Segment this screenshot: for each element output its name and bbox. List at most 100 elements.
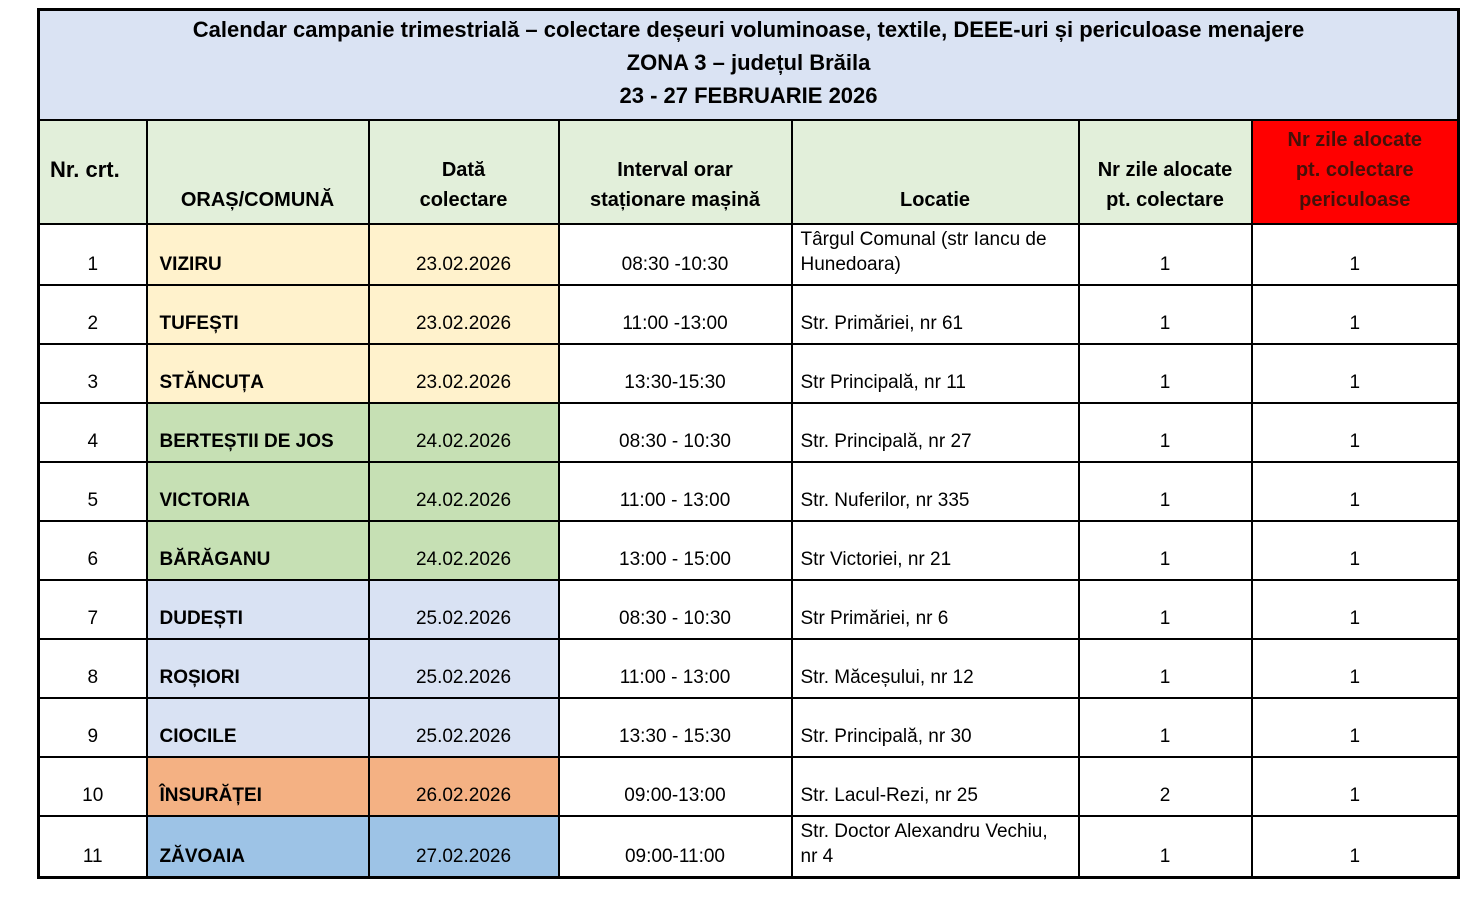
- cell-interval-orar: 09:00-11:00: [557, 815, 793, 879]
- column-header-interval-orar: Interval orar staționare mașină: [557, 119, 793, 225]
- cell-locatie: Târgul Comunal (str Iancu de Hunedoara): [790, 223, 1080, 286]
- cell-nr-zile-colectare: 1: [1077, 697, 1253, 758]
- cell-nr-zile-colectare: 1: [1077, 520, 1253, 581]
- cell-oras-comuna: BĂRĂGANU: [145, 520, 370, 581]
- cell-nr-zile-periculoase: 1: [1250, 520, 1460, 581]
- cell-nr-zile-periculoase: 1: [1250, 284, 1460, 345]
- column-header-nr-zile-periculoase: Nr zile alocate pt. colectare periculoas…: [1250, 119, 1460, 225]
- table-row: 9 CIOCILE 25.02.2026 13:30 - 15:30 Str. …: [37, 697, 1460, 758]
- cell-nr-crt: 5: [37, 461, 148, 522]
- cell-locatie: Str Victoriei, nr 21: [790, 520, 1080, 581]
- cell-locatie: Str Primăriei, nr 6: [790, 579, 1080, 640]
- cell-oras-comuna: TUFEȘTI: [145, 284, 370, 345]
- cell-nr-zile-periculoase: 1: [1250, 815, 1460, 879]
- page-title: Calendar campanie trimestrială – colecta…: [37, 8, 1460, 121]
- cell-data-colectare: 25.02.2026: [367, 638, 560, 699]
- cell-nr-zile-colectare: 1: [1077, 461, 1253, 522]
- cell-locatie: Str. Lacul-Rezi, nr 25: [790, 756, 1080, 817]
- cell-interval-orar: 11:00 -13:00: [557, 284, 793, 345]
- cell-nr-zile-colectare: 1: [1077, 579, 1253, 640]
- column-header-nr-zile-colectare: Nr zile alocate pt. colectare: [1077, 119, 1253, 225]
- cell-nr-crt: 3: [37, 343, 148, 404]
- title-row: Calendar campanie trimestrială – colecta…: [37, 8, 1460, 121]
- table-row: 10 ÎNSURĂȚEI 26.02.2026 09:00-13:00 Str.…: [37, 756, 1460, 817]
- cell-oras-comuna: VICTORIA: [145, 461, 370, 522]
- cell-nr-zile-colectare: 2: [1077, 756, 1253, 817]
- cell-nr-crt: 9: [37, 697, 148, 758]
- cell-data-colectare: 24.02.2026: [367, 520, 560, 581]
- table-row: 5 VICTORIA 24.02.2026 11:00 - 13:00 Str.…: [37, 461, 1460, 522]
- cell-data-colectare: 25.02.2026: [367, 579, 560, 640]
- cell-locatie: Str. Principală, nr 30: [790, 697, 1080, 758]
- cell-data-colectare: 26.02.2026: [367, 756, 560, 817]
- cell-nr-zile-periculoase: 1: [1250, 638, 1460, 699]
- cell-locatie: Str. Nuferilor, nr 335: [790, 461, 1080, 522]
- cell-nr-zile-periculoase: 1: [1250, 579, 1460, 640]
- cell-nr-crt: 8: [37, 638, 148, 699]
- cell-oras-comuna: CIOCILE: [145, 697, 370, 758]
- cell-locatie: Str. Doctor Alexandru Vechiu, nr 4: [790, 815, 1080, 879]
- column-header-nr-crt: Nr. crt.: [37, 119, 148, 225]
- cell-oras-comuna: BERTEȘTII DE JOS: [145, 402, 370, 463]
- cell-nr-crt: 6: [37, 520, 148, 581]
- cell-oras-comuna: STĂNCUȚA: [145, 343, 370, 404]
- cell-nr-crt: 10: [37, 756, 148, 817]
- cell-data-colectare: 23.02.2026: [367, 223, 560, 286]
- cell-locatie: Str. Primăriei, nr 61: [790, 284, 1080, 345]
- table-body: 1 VIZIRU 23.02.2026 08:30 -10:30 Târgul …: [37, 223, 1460, 879]
- table-row: 3 STĂNCUȚA 23.02.2026 13:30-15:30 Str Pr…: [37, 343, 1460, 404]
- cell-interval-orar: 08:30 - 10:30: [557, 579, 793, 640]
- cell-locatie: Str. Principală, nr 27: [790, 402, 1080, 463]
- cell-data-colectare: 27.02.2026: [367, 815, 560, 879]
- table-row: 2 TUFEȘTI 23.02.2026 11:00 -13:00 Str. P…: [37, 284, 1460, 345]
- cell-nr-zile-periculoase: 1: [1250, 697, 1460, 758]
- cell-interval-orar: 13:00 - 15:00: [557, 520, 793, 581]
- column-header-data-colectare: Dată colectare: [367, 119, 560, 225]
- cell-interval-orar: 11:00 - 13:00: [557, 638, 793, 699]
- cell-nr-zile-colectare: 1: [1077, 638, 1253, 699]
- cell-nr-zile-colectare: 1: [1077, 343, 1253, 404]
- cell-nr-crt: 7: [37, 579, 148, 640]
- cell-nr-zile-periculoase: 1: [1250, 402, 1460, 463]
- cell-nr-zile-periculoase: 1: [1250, 223, 1460, 286]
- header-row: Nr. crt. ORAȘ/COMUNĂ Dată colectare Inte…: [37, 119, 1460, 225]
- table-row: 11 ZĂVOAIA 27.02.2026 09:00-11:00 Str. D…: [37, 815, 1460, 879]
- table-row: 6 BĂRĂGANU 24.02.2026 13:00 - 15:00 Str …: [37, 520, 1460, 581]
- cell-oras-comuna: ÎNSURĂȚEI: [145, 756, 370, 817]
- column-header-locatie: Locatie: [790, 119, 1080, 225]
- cell-data-colectare: 23.02.2026: [367, 343, 560, 404]
- cell-interval-orar: 08:30 -10:30: [557, 223, 793, 286]
- cell-nr-zile-periculoase: 1: [1250, 756, 1460, 817]
- cell-oras-comuna: DUDEȘTI: [145, 579, 370, 640]
- cell-oras-comuna: VIZIRU: [145, 223, 370, 286]
- cell-locatie: Str. Măceșului, nr 12: [790, 638, 1080, 699]
- cell-nr-zile-periculoase: 1: [1250, 461, 1460, 522]
- cell-nr-crt: 11: [37, 815, 148, 879]
- cell-nr-zile-periculoase: 1: [1250, 343, 1460, 404]
- cell-nr-zile-colectare: 1: [1077, 402, 1253, 463]
- cell-nr-zile-colectare: 1: [1077, 223, 1253, 286]
- cell-interval-orar: 08:30 - 10:30: [557, 402, 793, 463]
- table-row: 4 BERTEȘTII DE JOS 24.02.2026 08:30 - 10…: [37, 402, 1460, 463]
- cell-data-colectare: 24.02.2026: [367, 402, 560, 463]
- cell-data-colectare: 25.02.2026: [367, 697, 560, 758]
- table-row: 8 ROȘIORI 25.02.2026 11:00 - 13:00 Str. …: [37, 638, 1460, 699]
- table-row: 7 DUDEȘTI 25.02.2026 08:30 - 10:30 Str P…: [37, 579, 1460, 640]
- cell-nr-zile-colectare: 1: [1077, 284, 1253, 345]
- cell-nr-crt: 4: [37, 402, 148, 463]
- column-header-oras-comuna: ORAȘ/COMUNĂ: [145, 119, 370, 225]
- cell-locatie: Str Principală, nr 11: [790, 343, 1080, 404]
- cell-oras-comuna: ZĂVOAIA: [145, 815, 370, 879]
- cell-interval-orar: 13:30 - 15:30: [557, 697, 793, 758]
- schedule-table: Calendar campanie trimestrială – colecta…: [37, 8, 1461, 879]
- cell-nr-crt: 1: [37, 223, 148, 286]
- cell-nr-crt: 2: [37, 284, 148, 345]
- cell-interval-orar: 13:30-15:30: [557, 343, 793, 404]
- cell-data-colectare: 24.02.2026: [367, 461, 560, 522]
- cell-interval-orar: 11:00 - 13:00: [557, 461, 793, 522]
- cell-data-colectare: 23.02.2026: [367, 284, 560, 345]
- cell-nr-zile-colectare: 1: [1077, 815, 1253, 879]
- cell-interval-orar: 09:00-13:00: [557, 756, 793, 817]
- table-row: 1 VIZIRU 23.02.2026 08:30 -10:30 Târgul …: [37, 223, 1460, 286]
